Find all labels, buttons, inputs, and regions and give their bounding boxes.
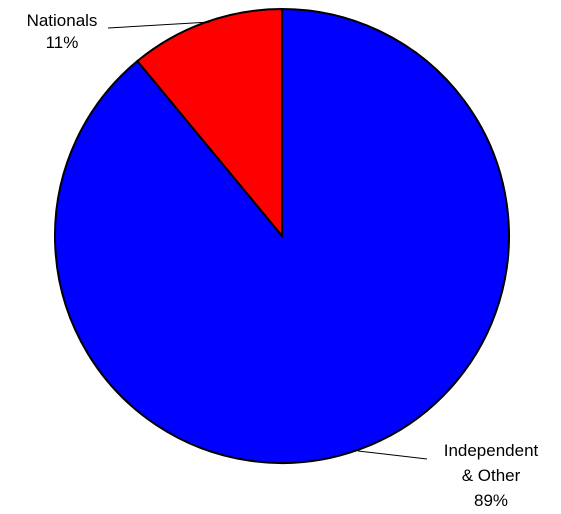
label-nationals-percent: 11% bbox=[46, 33, 79, 52]
leader-line-nationals bbox=[107, 21, 211, 29]
slice-independent-other bbox=[53, 7, 510, 464]
leader-line-independent-other bbox=[357, 450, 428, 460]
label-independent-other-percent: 89% bbox=[474, 491, 508, 510]
label-independent-other-line1: Independent bbox=[444, 441, 539, 460]
label-nationals-name: Nationals bbox=[27, 11, 98, 30]
pie-slices bbox=[53, 7, 510, 464]
label-independent-other-line2: & Other bbox=[462, 466, 521, 485]
